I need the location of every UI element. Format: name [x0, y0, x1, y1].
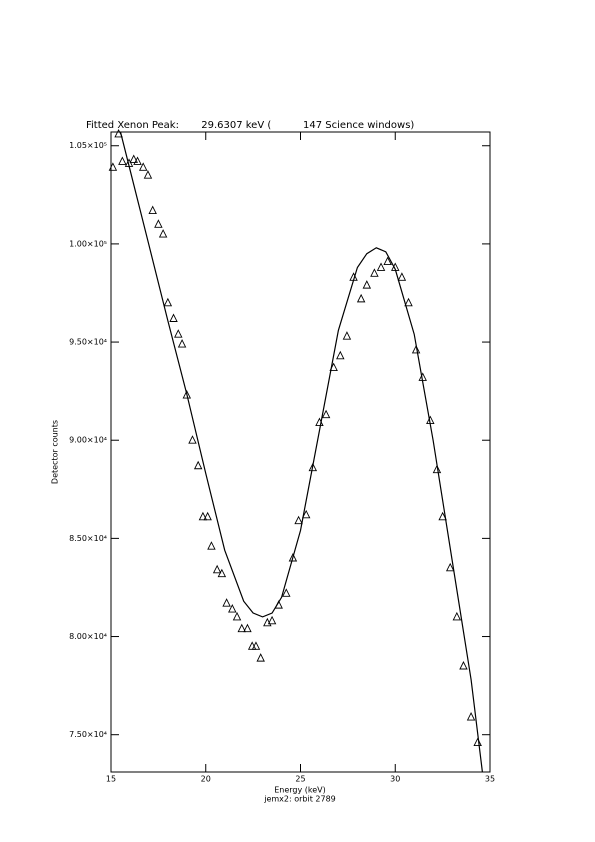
- subtitle: jemx2: orbit 2789: [263, 795, 336, 804]
- data-point: [342, 331, 352, 340]
- y-tick-label: 7.50×10⁴: [69, 730, 107, 739]
- data-point: [336, 350, 345, 360]
- data-point: [129, 154, 138, 163]
- y-tick-label: 8.50×10⁴: [69, 534, 107, 543]
- data-point: [321, 409, 331, 419]
- data-point: [174, 329, 183, 338]
- data-point: [143, 170, 153, 179]
- data-point: [203, 511, 212, 521]
- x-tick-label: 25: [295, 775, 305, 784]
- data-point: [163, 297, 173, 307]
- data-point: [118, 156, 127, 165]
- data-point: [438, 511, 447, 521]
- data-point: [282, 588, 291, 597]
- data-point: [228, 604, 237, 613]
- data-point: [356, 293, 366, 303]
- data-point: [362, 280, 372, 289]
- data-point: [383, 256, 392, 266]
- data-point: [329, 362, 338, 372]
- y-axis-label: Detector counts: [51, 420, 60, 484]
- data-point: [397, 272, 407, 281]
- data-point: [154, 219, 163, 228]
- data-point: [251, 641, 261, 650]
- data-point: [473, 737, 482, 747]
- data-point: [207, 541, 216, 550]
- y-tick-label: 1.00×10⁵: [69, 239, 107, 248]
- data-point: [445, 562, 455, 572]
- plot-frame: [110, 131, 491, 773]
- x-tick-label: 35: [485, 775, 495, 784]
- data-point: [148, 205, 157, 214]
- data-point: [237, 623, 246, 633]
- y-tick-label: 9.00×10⁴: [69, 436, 107, 445]
- data-point: [177, 339, 187, 348]
- data-point: [466, 712, 476, 721]
- data-point: [315, 417, 324, 427]
- y-tick-label: 1.05×10⁵: [69, 141, 107, 150]
- x-tick-label: 15: [106, 775, 116, 784]
- fit-line: [119, 132, 483, 772]
- data-point: [376, 262, 386, 271]
- data-point: [349, 272, 358, 281]
- data-point: [308, 462, 318, 472]
- data-point: [411, 344, 421, 354]
- data-point: [108, 162, 118, 171]
- data-point: [256, 653, 265, 662]
- data-point: [288, 553, 298, 562]
- data-point: [138, 162, 148, 171]
- y-tick-label: 8.00×10⁴: [69, 632, 107, 641]
- data-point: [452, 611, 462, 621]
- data-point: [222, 598, 231, 607]
- x-tick-label: 20: [201, 775, 211, 784]
- data-point: [158, 229, 168, 238]
- data-point: [274, 600, 283, 609]
- x-tick-label: 30: [390, 775, 400, 784]
- data-point: [426, 415, 435, 425]
- data-point: [169, 313, 178, 322]
- data-point: [193, 460, 203, 470]
- data-point: [391, 262, 400, 271]
- y-tick-label: 9.50×10⁴: [69, 338, 107, 347]
- chart-title: Fitted Xenon Peak: 29.6307 keV ( 147 Sci…: [86, 120, 414, 131]
- data-point: [217, 568, 227, 578]
- data-point: [294, 515, 303, 525]
- data-point: [182, 390, 192, 399]
- data-point: [267, 615, 277, 625]
- data-point: [243, 623, 252, 633]
- data-point: [301, 509, 311, 519]
- data-point: [114, 128, 123, 138]
- data-point: [188, 435, 197, 444]
- data-point: [232, 611, 242, 621]
- data-point: [418, 372, 427, 381]
- x-axis-label: Energy (keV): [274, 786, 326, 795]
- data-point: [432, 464, 442, 474]
- data-point: [370, 268, 379, 277]
- data-point: [212, 564, 222, 574]
- data-point: [198, 511, 208, 521]
- data-point: [133, 156, 142, 165]
- data-point: [459, 660, 468, 670]
- data-point: [404, 297, 413, 307]
